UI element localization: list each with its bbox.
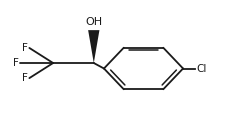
Text: F: F [13,58,19,68]
Polygon shape [88,30,99,63]
Text: OH: OH [85,17,102,27]
Text: F: F [22,43,28,53]
Text: F: F [22,73,28,83]
Text: Cl: Cl [196,64,206,73]
